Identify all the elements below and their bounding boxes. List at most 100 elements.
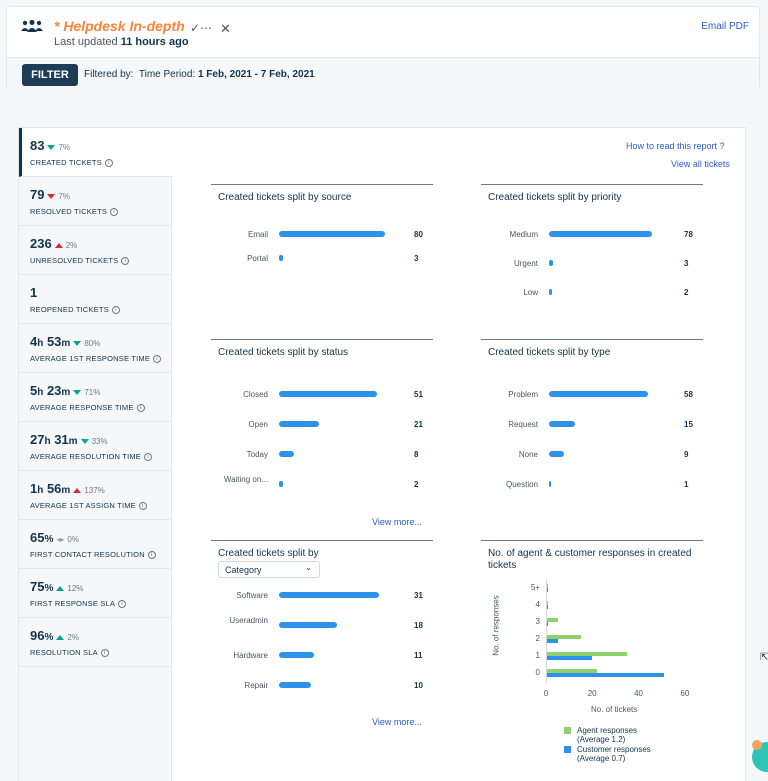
category-select[interactable]: Category ⌄ [218, 561, 320, 578]
info-icon[interactable]: i [136, 404, 145, 413]
chart-bar[interactable] [546, 669, 597, 673]
bar[interactable] [279, 391, 377, 397]
chart-bar[interactable] [546, 588, 548, 592]
metric-label: AVERAGE 1ST RESPONSE TIME i [30, 354, 162, 364]
row-label: Medium [509, 230, 538, 239]
row-value: 78 [684, 230, 693, 239]
y-axis-label: No. of responses [491, 595, 501, 656]
metric-card[interactable]: 236 2% UNRESOLVED TICKETS i [19, 226, 171, 275]
bar[interactable] [279, 481, 283, 487]
bar[interactable] [549, 289, 552, 295]
filter-summary: Filtered by: Time Period: 1 Feb, 2021 - … [84, 69, 315, 80]
chart-bar[interactable] [546, 635, 581, 639]
panel-title: Created tickets split by source [218, 192, 352, 203]
metric-card[interactable]: 27h 31m 33% AVERAGE RESOLUTION TIME i [19, 422, 171, 471]
bar[interactable] [279, 231, 385, 237]
chart-bar[interactable] [546, 622, 548, 626]
bar[interactable] [549, 451, 564, 457]
bar[interactable] [279, 652, 314, 658]
bar[interactable] [549, 421, 575, 427]
info-icon[interactable]: i [153, 355, 162, 364]
metric-card[interactable]: 83 7% CREATED TICKETS i [19, 128, 173, 177]
row-value: 18 [414, 621, 423, 630]
chart-bar[interactable] [546, 639, 558, 643]
chart-bar[interactable] [546, 652, 627, 656]
metric-change: 80% [73, 339, 100, 348]
metric-change: 33% [80, 437, 108, 446]
panel-title: Created tickets split by [218, 548, 319, 559]
chart-bar[interactable] [546, 656, 592, 660]
info-icon[interactable]: i [111, 306, 120, 315]
y-tick-label: 1 [535, 651, 540, 660]
metric-card[interactable]: 75% 12% FIRST RESPONSE SLA i [19, 569, 171, 618]
info-icon[interactable]: i [118, 600, 127, 609]
info-icon[interactable]: i [100, 649, 109, 658]
metric-card[interactable]: 1h 56m 137% AVERAGE 1ST ASSIGN TIME i [19, 471, 171, 520]
trend-up-icon [56, 586, 65, 592]
info-icon[interactable]: i [121, 257, 130, 266]
bar[interactable] [279, 592, 379, 598]
x-tick-label: 20 [587, 689, 597, 698]
chart-bar[interactable] [546, 601, 548, 605]
metric-change: 2% [56, 633, 79, 642]
row-label: Repair [244, 681, 268, 690]
chart-bar[interactable] [546, 618, 558, 622]
bar[interactable] [549, 481, 551, 487]
metric-value: 96% 2% [30, 628, 79, 643]
row-label: Software [236, 591, 268, 600]
metric-value: 236 2% [30, 236, 78, 251]
chart-bar[interactable] [546, 584, 548, 588]
metric-value: 83 7% [30, 138, 71, 153]
bar[interactable] [279, 421, 319, 427]
metric-change: 2% [54, 241, 77, 250]
metric-card[interactable]: 4h 53m 80% AVERAGE 1ST RESPONSE TIME i [19, 324, 171, 373]
y-tick-label: 2 [535, 634, 540, 643]
report-title[interactable]: * Helpdesk In-depth [54, 18, 185, 34]
bar[interactable] [279, 682, 311, 688]
y-axis [546, 579, 547, 683]
metric-change: 137% [73, 486, 105, 495]
bar[interactable] [279, 255, 283, 261]
row-value: 9 [684, 450, 689, 459]
notification-dot [752, 740, 762, 750]
info-icon[interactable]: i [138, 502, 147, 511]
chart-bar[interactable] [546, 605, 548, 609]
metric-card[interactable]: 79 7% RESOLVED TICKETS i [19, 177, 171, 226]
y-tick-label: 4 [535, 600, 540, 609]
bar[interactable] [549, 391, 648, 397]
view-more-link[interactable]: View more... [372, 717, 422, 727]
check-more-icon[interactable]: ✓⋯ [190, 21, 213, 35]
metric-card[interactable]: 1 REOPENED TICKETS i [19, 275, 171, 324]
metric-card[interactable]: 5h 23m 71% AVERAGE RESPONSE TIME i [19, 373, 171, 422]
row-value: 3 [414, 254, 419, 263]
row-label: Low [523, 288, 538, 297]
x-axis-label: No. of tickets [591, 705, 638, 714]
info-icon[interactable]: i [147, 551, 156, 560]
row-label: Question [505, 480, 538, 489]
row-label: None [518, 450, 538, 459]
chart-bar[interactable] [546, 673, 664, 677]
email-pdf-link[interactable]: Email PDF [701, 21, 749, 32]
filter-button[interactable]: FILTER [22, 64, 78, 86]
bar[interactable] [279, 622, 337, 628]
view-more-link[interactable]: View more... [372, 517, 422, 527]
legend-label[interactable]: Agent responses (Average 1.2) [577, 726, 638, 744]
info-icon[interactable]: i [144, 453, 153, 462]
metric-card[interactable]: 65% ◂▸ 0% FIRST CONTACT RESOLUTION i [19, 520, 171, 569]
bar[interactable] [549, 260, 553, 266]
metric-label: CREATED TICKETS i [30, 158, 113, 168]
row-value: 3 [684, 259, 689, 268]
how-to-read-link[interactable]: How to read this report ? [626, 141, 725, 151]
metric-value: 5h 23m 71% [30, 383, 101, 398]
legend-label[interactable]: Customer responses (Average 0.7) [577, 745, 651, 763]
bar[interactable] [549, 231, 652, 237]
metric-card[interactable]: 96% 2% RESOLUTION SLA i [19, 618, 171, 667]
bar[interactable] [279, 451, 294, 457]
view-all-tickets-link[interactable]: View all tickets [671, 159, 730, 169]
info-icon[interactable]: i [104, 159, 113, 168]
info-icon[interactable]: i [110, 208, 119, 217]
close-icon[interactable]: ✕ [220, 21, 231, 36]
metric-change: 12% [56, 584, 83, 593]
metric-label: RESOLVED TICKETS i [30, 207, 119, 217]
mouse-cursor-icon: ⇱ [760, 652, 768, 663]
